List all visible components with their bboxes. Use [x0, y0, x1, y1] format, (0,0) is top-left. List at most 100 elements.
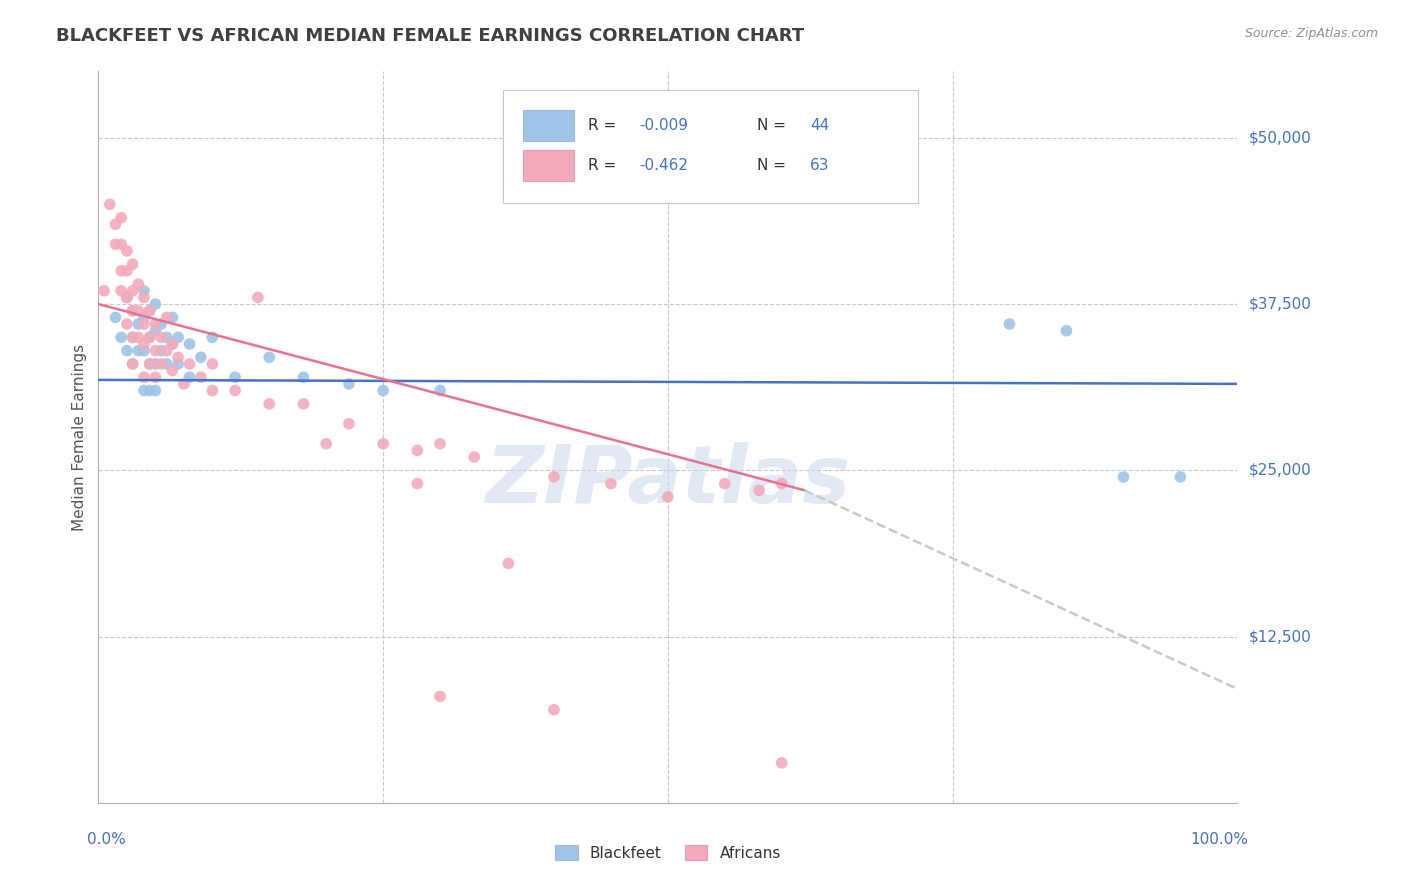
Y-axis label: Median Female Earnings: Median Female Earnings: [72, 343, 87, 531]
FancyBboxPatch shape: [523, 151, 575, 181]
Point: [190, 351, 212, 365]
Point: [110, 284, 132, 298]
Point: [121, 257, 143, 271]
Point: [634, 178, 657, 192]
Point: [162, 337, 184, 351]
Point: [138, 303, 160, 318]
Point: [167, 351, 190, 365]
Point: [1054, 324, 1078, 338]
Text: -0.009: -0.009: [640, 118, 689, 133]
Text: $50,000: $50,000: [1249, 130, 1312, 145]
Text: $37,500: $37,500: [1249, 297, 1312, 311]
Point: [770, 476, 793, 491]
Point: [259, 397, 281, 411]
Text: 0.0%: 0.0%: [87, 832, 125, 847]
Point: [371, 436, 394, 450]
Point: [132, 370, 155, 384]
Point: [543, 470, 565, 484]
Point: [132, 310, 155, 325]
Point: [132, 384, 155, 398]
Text: N =: N =: [756, 158, 790, 173]
Point: [145, 317, 167, 331]
Legend: Blackfeet, Africans: Blackfeet, Africans: [547, 838, 789, 868]
Point: [132, 337, 155, 351]
Point: [406, 443, 429, 458]
Point: [657, 490, 679, 504]
Text: 63: 63: [810, 158, 830, 173]
Point: [150, 317, 173, 331]
Text: $12,500: $12,500: [1249, 629, 1312, 644]
Point: [173, 376, 195, 391]
Point: [145, 384, 167, 398]
Point: [127, 277, 149, 292]
Point: [714, 476, 737, 491]
Point: [121, 303, 143, 318]
Text: 44: 44: [810, 118, 830, 133]
Point: [190, 370, 212, 384]
Point: [224, 370, 246, 384]
Point: [110, 264, 132, 278]
Point: [201, 330, 224, 344]
Text: N =: N =: [756, 118, 790, 133]
Point: [115, 317, 138, 331]
Point: [132, 284, 155, 298]
Point: [145, 343, 167, 358]
Point: [156, 330, 179, 344]
Point: [127, 317, 149, 331]
Point: [337, 376, 360, 391]
Point: [315, 436, 337, 450]
Point: [127, 330, 149, 344]
Point: [156, 343, 179, 358]
Point: [167, 357, 190, 371]
Point: [337, 417, 360, 431]
Point: [201, 357, 224, 371]
Point: [138, 357, 160, 371]
Point: [121, 357, 143, 371]
Point: [110, 330, 132, 344]
FancyBboxPatch shape: [523, 110, 575, 141]
Point: [429, 690, 451, 704]
Point: [138, 330, 160, 344]
Point: [104, 237, 127, 252]
Point: [167, 330, 190, 344]
Point: [115, 343, 138, 358]
Point: [259, 351, 281, 365]
Point: [179, 337, 201, 351]
Point: [121, 303, 143, 318]
Point: [110, 211, 132, 225]
Point: [162, 337, 184, 351]
Point: [132, 290, 155, 304]
Point: [406, 476, 429, 491]
Text: $25,000: $25,000: [1249, 463, 1312, 478]
Point: [150, 357, 173, 371]
Point: [179, 357, 201, 371]
Point: [162, 363, 184, 377]
Text: ZIPatlas: ZIPatlas: [485, 442, 851, 520]
Point: [121, 330, 143, 344]
Point: [292, 370, 315, 384]
Point: [121, 284, 143, 298]
Point: [104, 217, 127, 231]
Point: [463, 450, 485, 464]
Text: R =: R =: [588, 158, 621, 173]
Point: [429, 436, 451, 450]
Point: [162, 310, 184, 325]
Point: [132, 317, 155, 331]
Point: [127, 343, 149, 358]
Point: [121, 330, 143, 344]
Point: [150, 330, 173, 344]
Point: [110, 237, 132, 252]
Text: Source: ZipAtlas.com: Source: ZipAtlas.com: [1244, 27, 1378, 40]
Point: [115, 264, 138, 278]
Point: [138, 303, 160, 318]
Text: 100.0%: 100.0%: [1191, 832, 1249, 847]
FancyBboxPatch shape: [503, 90, 918, 203]
Point: [115, 244, 138, 258]
Point: [104, 310, 127, 325]
Point: [115, 290, 138, 304]
Point: [98, 197, 121, 211]
Point: [156, 310, 179, 325]
Text: R =: R =: [588, 118, 621, 133]
Point: [201, 384, 224, 398]
Point: [121, 357, 143, 371]
